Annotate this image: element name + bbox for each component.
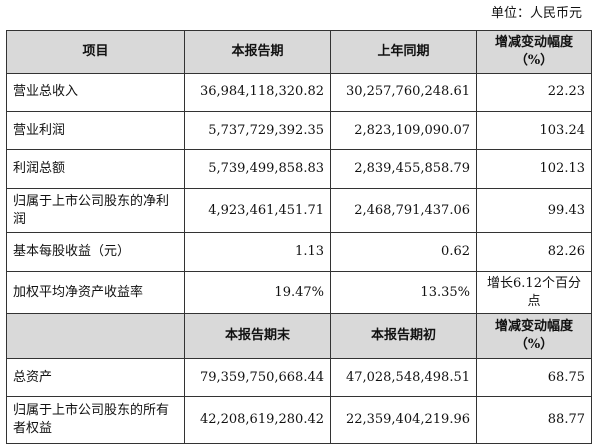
prior-value: 47,028,548,498.51	[330, 357, 477, 398]
table-row: 归属于上市公司股东的所有者权益 42,208,619,280.42 22,359…	[6, 396, 592, 444]
prior-value: 0.62	[330, 232, 477, 272]
table-row: 加权平均净资产收益率 19.47% 13.35% 增长6.12个百分点	[6, 270, 592, 315]
financial-summary-table: 项目 本报告期 上年同期 增减变动幅度（%） 营业总收入 36,984,118,…	[6, 30, 592, 444]
current-value: 79,359,750,668.44	[184, 357, 331, 398]
header-change-pct-2: 增减变动幅度（%）	[476, 313, 592, 359]
change-value: 99.43	[476, 187, 592, 234]
table-header-row: 项目 本报告期 上年同期 增减变动幅度（%）	[6, 30, 592, 74]
current-value: 5,737,729,392.35	[184, 110, 331, 151]
row-label: 营业总收入	[6, 72, 185, 112]
table-row: 归属于上市公司股东的净利润 4,923,461,451.71 2,468,791…	[6, 187, 592, 234]
change-value: 82.26	[476, 232, 592, 272]
change-value: 103.24	[476, 110, 592, 151]
unit-note: 单位：人民币元	[490, 6, 582, 21]
change-value: 102.13	[476, 149, 592, 189]
prior-value: 2,823,109,090.07	[330, 110, 477, 151]
row-label: 加权平均净资产收益率	[6, 270, 185, 315]
row-label: 归属于上市公司股东的所有者权益	[6, 396, 185, 444]
prior-value: 22,359,404,219.96	[330, 396, 477, 444]
row-label: 营业利润	[6, 110, 185, 151]
header-prior-period: 上年同期	[330, 30, 477, 74]
table-header-row-2: 本报告期末 本报告期初 增减变动幅度（%）	[6, 313, 592, 359]
change-value: 68.75	[476, 357, 592, 398]
table-row: 营业总收入 36,984,118,320.82 30,257,760,248.6…	[6, 72, 592, 112]
header-period-end: 本报告期末	[184, 313, 331, 359]
prior-value: 13.35%	[330, 270, 477, 315]
current-value: 36,984,118,320.82	[184, 72, 331, 112]
change-value: 88.77	[476, 396, 592, 444]
prior-value: 2,839,455,858.79	[330, 149, 477, 189]
row-label: 归属于上市公司股东的净利润	[6, 187, 185, 234]
prior-value: 2,468,791,437.06	[330, 187, 477, 234]
current-value: 1.13	[184, 232, 331, 272]
prior-value: 30,257,760,248.61	[330, 72, 477, 112]
header-current-period: 本报告期	[184, 30, 331, 74]
row-label: 基本每股收益（元）	[6, 232, 185, 272]
change-value: 增长6.12个百分点	[476, 270, 592, 315]
header-period-start: 本报告期初	[330, 313, 477, 359]
current-value: 19.47%	[184, 270, 331, 315]
current-value: 5,739,499,858.83	[184, 149, 331, 189]
row-label: 利润总额	[6, 149, 185, 189]
header-change-pct: 增减变动幅度（%）	[476, 30, 592, 74]
row-label: 总资产	[6, 357, 185, 398]
table-row: 利润总额 5,739,499,858.83 2,839,455,858.79 1…	[6, 149, 592, 189]
current-value: 42,208,619,280.42	[184, 396, 331, 444]
change-value: 22.23	[476, 72, 592, 112]
current-value: 4,923,461,451.71	[184, 187, 331, 234]
table-row: 总资产 79,359,750,668.44 47,028,548,498.51 …	[6, 357, 592, 398]
table-row: 基本每股收益（元） 1.13 0.62 82.26	[6, 232, 592, 272]
header-item: 项目	[6, 30, 185, 74]
header-item-blank	[6, 313, 185, 359]
table-row: 营业利润 5,737,729,392.35 2,823,109,090.07 1…	[6, 110, 592, 151]
